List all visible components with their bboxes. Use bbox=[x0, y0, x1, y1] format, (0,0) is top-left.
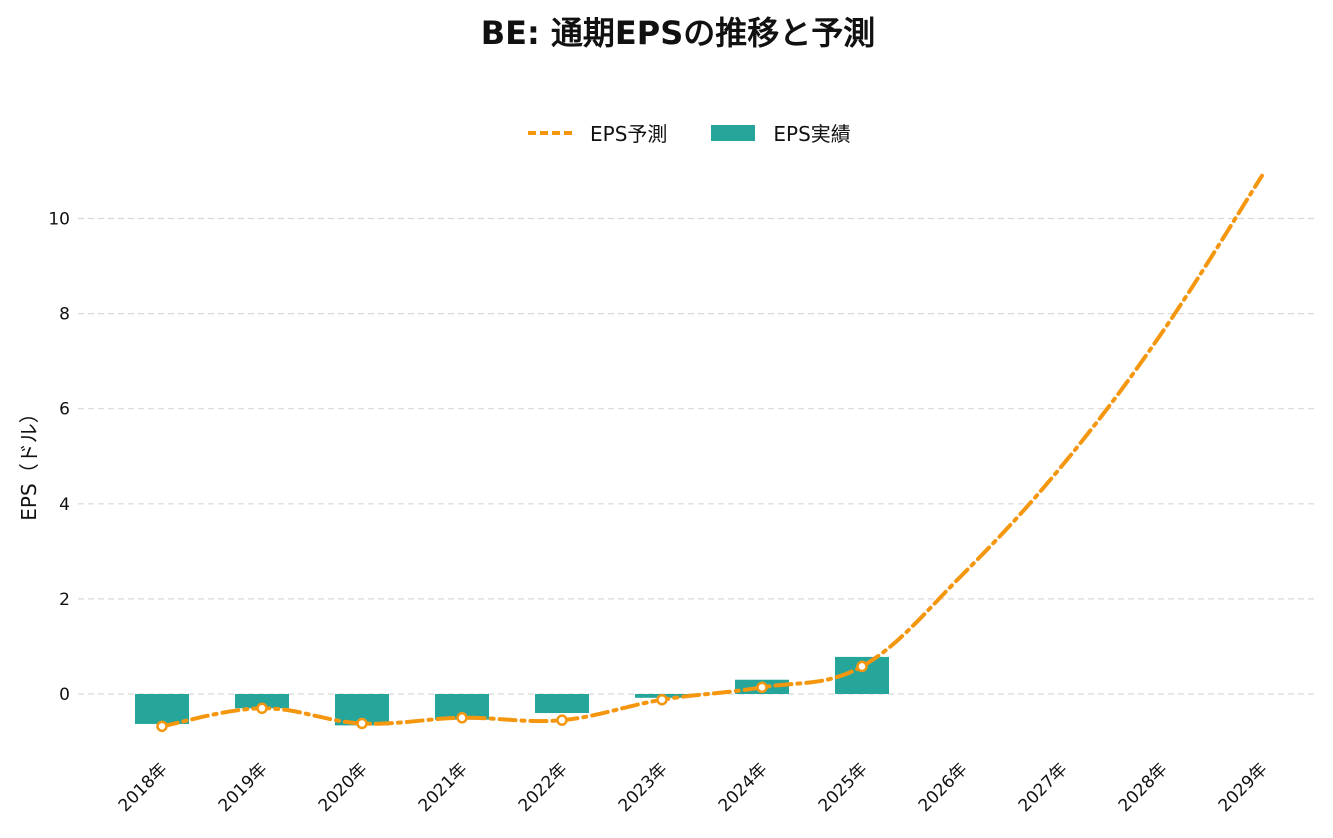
chart-title: BE: 通期EPSの推移と予測 bbox=[480, 14, 876, 52]
bar-series bbox=[135, 656, 889, 726]
legend-item-actual: EPS実績 bbox=[711, 118, 851, 147]
y-tick-label: 0 bbox=[59, 685, 70, 705]
forecast-point bbox=[756, 681, 768, 694]
x-tick-label: 2028年 bbox=[1115, 759, 1172, 816]
legend-label-forecast: EPS予測 bbox=[590, 122, 668, 146]
x-tick-label: 2027年 bbox=[1015, 759, 1072, 816]
line-series bbox=[156, 173, 1264, 733]
legend-label-actual: EPS実績 bbox=[773, 122, 851, 146]
x-tick-label: 2023年 bbox=[615, 759, 672, 816]
y-tick-label: 6 bbox=[59, 400, 70, 420]
legend: EPS予測 EPS実績 bbox=[528, 118, 895, 147]
forecast-point bbox=[456, 712, 468, 724]
x-tick-label: 2019年 bbox=[215, 759, 272, 816]
forecast-point bbox=[356, 717, 368, 730]
bar bbox=[135, 694, 189, 724]
forecast-point bbox=[656, 693, 668, 706]
x-tick-label: 2022年 bbox=[515, 759, 572, 816]
y-tick-label: 2 bbox=[59, 590, 70, 610]
x-tick-label: 2029年 bbox=[1215, 759, 1272, 816]
x-tick-label: 2025年 bbox=[815, 759, 872, 816]
bar bbox=[235, 694, 289, 709]
legend-swatch-actual bbox=[711, 124, 756, 141]
forecast-point bbox=[156, 720, 168, 733]
forecast-point bbox=[256, 702, 268, 715]
forecast-line bbox=[160, 173, 1264, 729]
bar bbox=[535, 694, 589, 714]
y-tick-label: 10 bbox=[48, 210, 70, 230]
x-tick-label: 2018年 bbox=[115, 759, 172, 816]
x-tick-label: 2020年 bbox=[315, 759, 372, 816]
x-tick-label: 2026年 bbox=[915, 759, 972, 816]
x-tick-label: 2024年 bbox=[715, 759, 772, 816]
x-tick-label: 2021年 bbox=[415, 759, 472, 816]
y-axis-label: EPS（ドル） bbox=[17, 403, 41, 520]
legend-item-forecast: EPS予測 bbox=[528, 118, 667, 147]
y-tick-label: 8 bbox=[59, 305, 70, 325]
legend-swatch-forecast bbox=[528, 130, 572, 135]
gridlines bbox=[78, 217, 1318, 695]
forecast-point bbox=[556, 714, 568, 726]
axes: 0 2 4 6 8 10 EPS（ドル） 2018年 2019年 2020年 2021年 2022年 2… bbox=[17, 210, 1272, 817]
y-tick-label: 4 bbox=[59, 495, 70, 515]
forecast-point bbox=[856, 660, 868, 673]
